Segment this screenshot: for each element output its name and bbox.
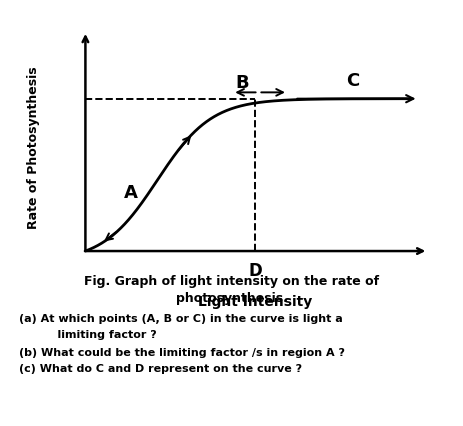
Text: limiting factor ?: limiting factor ? — [42, 329, 156, 339]
Text: Fig. Graph of light intensity on the rate of: Fig. Graph of light intensity on the rat… — [84, 275, 379, 288]
Text: C: C — [346, 72, 359, 89]
Text: Light Intensity: Light Intensity — [198, 295, 312, 308]
Text: (b) What could be the limiting factor /s in region A ?: (b) What could be the limiting factor /s… — [19, 347, 344, 357]
Text: (a) At which points (A, B or C) in the curve is light a: (a) At which points (A, B or C) in the c… — [19, 313, 342, 323]
Text: D: D — [248, 262, 262, 279]
Text: photosynthesis.: photosynthesis. — [175, 292, 288, 305]
Text: (c) What do C and D represent on the curve ?: (c) What do C and D represent on the cur… — [19, 363, 301, 373]
Text: B: B — [235, 74, 249, 92]
Text: A: A — [124, 183, 138, 201]
Text: Rate of Photosynthesis: Rate of Photosynthesis — [26, 66, 39, 228]
